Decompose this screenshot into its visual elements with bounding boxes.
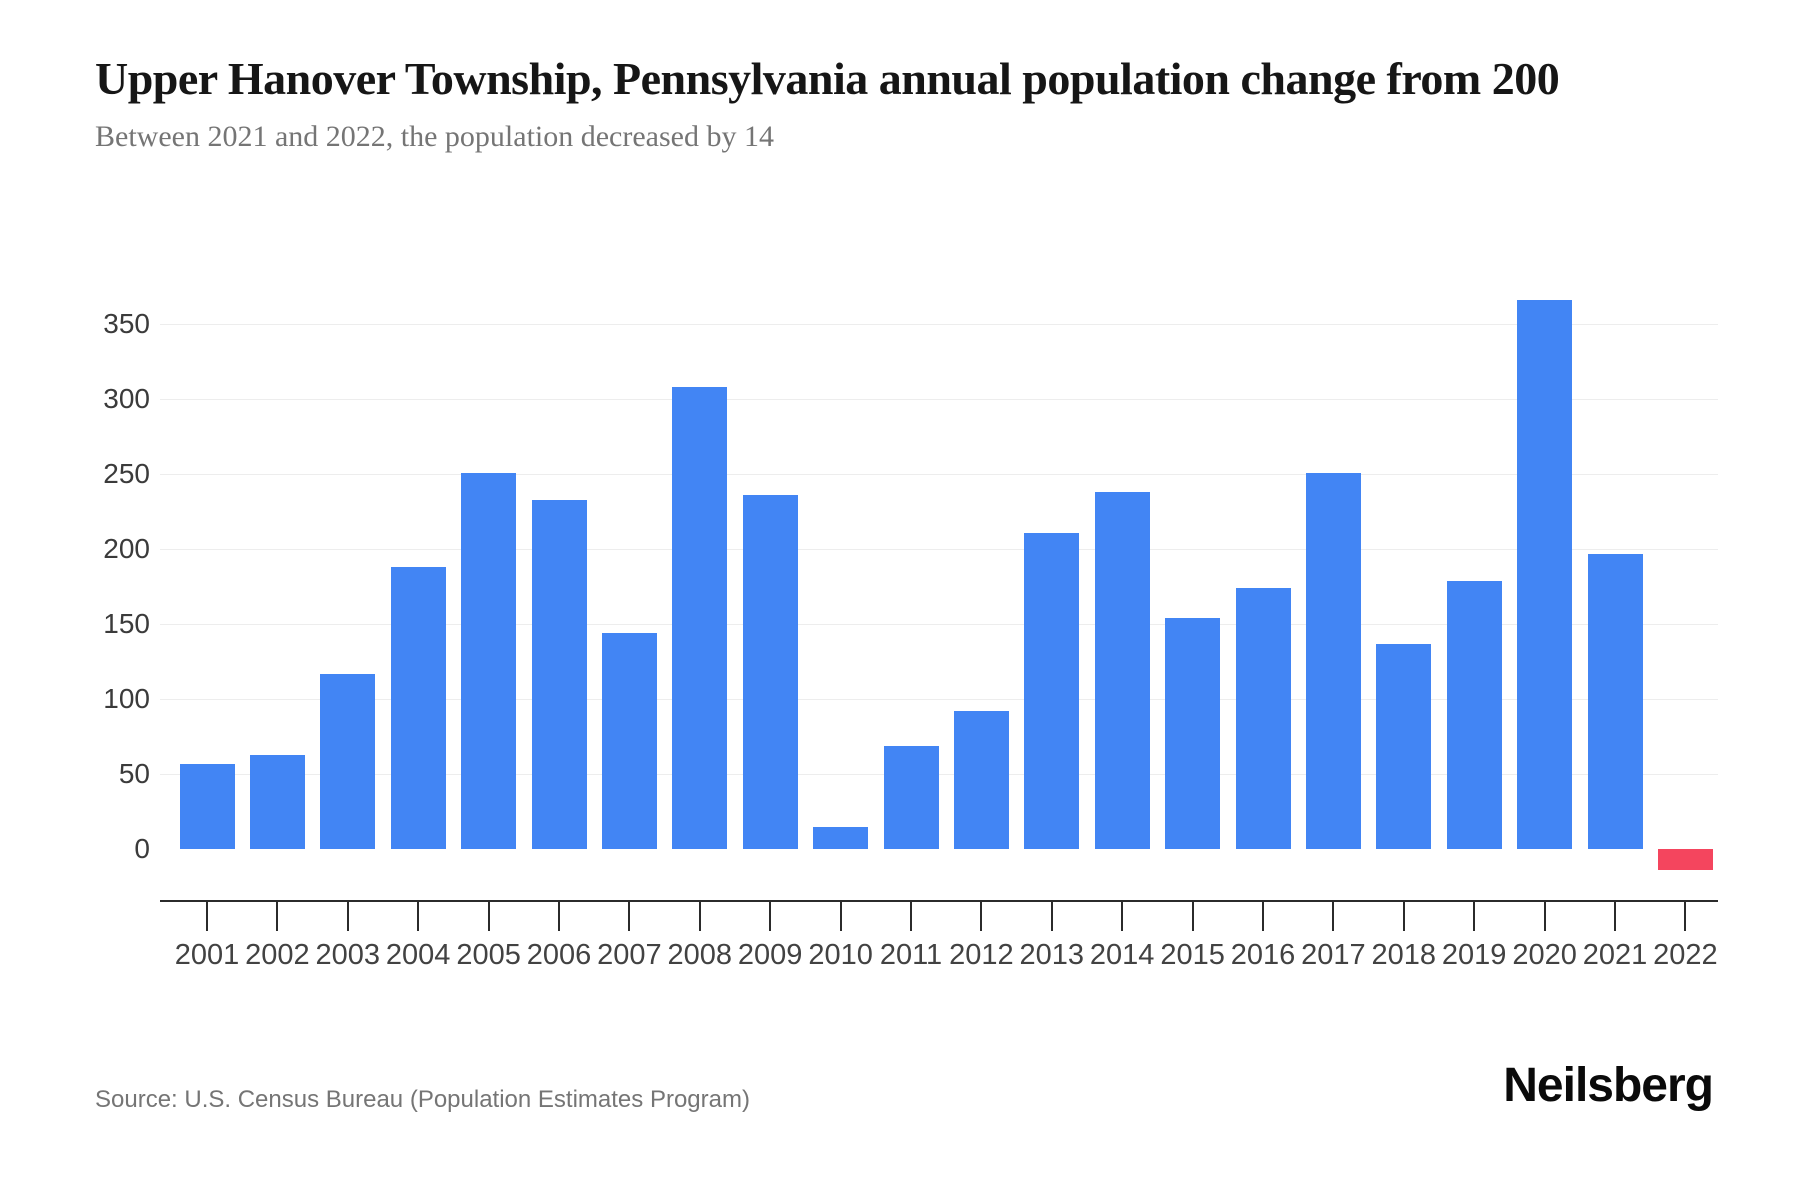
y-axis-label-50: 50: [118, 758, 150, 789]
x-axis-tick-2020: [1543, 900, 1546, 931]
y-axis-label-200: 200: [103, 533, 150, 564]
bar-2003: [320, 673, 376, 849]
x-axis-label-2004: 2004: [385, 939, 451, 971]
x-axis-tick-2015: [1191, 900, 1194, 931]
x-axis-tick-2003: [346, 900, 349, 931]
bar-2014: [1094, 492, 1150, 849]
x-axis-label-2019: 2019: [1441, 939, 1507, 971]
x-axis-tick-2021: [1614, 900, 1616, 931]
x-axis-label-2012: 2012: [949, 939, 1014, 971]
bar-2008: [672, 387, 728, 849]
x-axis-label-2010: 2010: [808, 939, 873, 971]
x-axis-tick-2004: [417, 900, 420, 931]
x-axis-tick-2006: [558, 900, 560, 931]
x-axis-label-2011: 2011: [879, 939, 943, 971]
bar-2001: [179, 763, 235, 849]
x-axis-label-2022: 2022: [1653, 939, 1718, 971]
x-axis-line: [160, 900, 1718, 902]
brand-logo: Neilsberg: [1503, 1059, 1714, 1112]
bar-2022: [1657, 849, 1713, 870]
gridline-100: [160, 699, 1718, 700]
gridline-350: [160, 324, 1718, 325]
bar-2009: [742, 495, 798, 849]
y-axis-label-350: 350: [103, 308, 150, 339]
x-axis-tick-2016: [1262, 900, 1264, 931]
x-axis-label-2006: 2006: [526, 939, 592, 971]
bar-2020: [1517, 300, 1573, 849]
bar-2012: [953, 711, 1009, 849]
x-axis-label-2014: 2014: [1089, 939, 1155, 971]
x-axis-tick-2011: [910, 900, 912, 931]
x-axis-tick-2008: [698, 900, 701, 931]
x-axis-tick-2009: [769, 900, 772, 931]
bar-2021: [1587, 553, 1643, 849]
x-axis-label-2015: 2015: [1160, 939, 1225, 971]
gridline-300: [160, 399, 1718, 400]
x-axis-label-2003: 2003: [315, 939, 381, 971]
x-axis-label-2009: 2009: [737, 939, 803, 971]
y-axis-label-100: 100: [103, 683, 150, 714]
bar-2011: [883, 745, 939, 849]
x-axis-tick-2017: [1332, 900, 1335, 931]
x-axis-tick-2022: [1684, 900, 1687, 931]
x-axis-tick-2005: [487, 900, 490, 931]
x-axis-label-2005: 2005: [456, 939, 521, 971]
bar-2013: [1024, 532, 1080, 849]
bar-2015: [1165, 618, 1221, 849]
y-axis-label-0: 0: [134, 833, 150, 864]
x-axis-tick-2007: [628, 900, 631, 931]
x-axis-label-2013: 2013: [1019, 939, 1085, 971]
x-axis-tick-2002: [276, 900, 279, 931]
y-axis-label-250: 250: [103, 458, 150, 489]
source-note: Source: U.S. Census Bureau (Population E…: [95, 1086, 750, 1113]
y-axis-label-150: 150: [103, 608, 150, 639]
x-axis-tick-2010: [839, 900, 842, 931]
x-axis-label-2016: 2016: [1230, 939, 1296, 971]
chart-title: Upper Hanover Township, Pennsylvania ann…: [95, 53, 1560, 104]
x-axis-label-2001: 2001: [174, 939, 240, 971]
bar-2010: [813, 826, 869, 849]
x-axis-label-2007: 2007: [597, 939, 662, 971]
x-axis-label-2021: 2021: [1582, 939, 1648, 971]
bar-2016: [1235, 588, 1291, 849]
x-axis-tick-2014: [1121, 900, 1124, 931]
bar-2005: [461, 472, 517, 849]
x-axis-tick-2012: [980, 900, 983, 931]
x-axis-label-2002: 2002: [245, 939, 310, 971]
x-axis-tick-2013: [1050, 900, 1053, 931]
chart-subtitle: Between 2021 and 2022, the population de…: [95, 120, 774, 153]
bar-2007: [601, 633, 657, 849]
gridline-200: [160, 549, 1718, 550]
bar-2019: [1446, 580, 1502, 849]
bar-2018: [1376, 643, 1432, 849]
bar-2017: [1305, 472, 1361, 849]
gridline-250: [160, 474, 1718, 475]
gridline-50: [160, 774, 1718, 775]
x-axis-tick-2019: [1473, 900, 1476, 931]
x-axis-label-2017: 2017: [1301, 939, 1366, 971]
x-axis-label-2018: 2018: [1371, 939, 1437, 971]
x-axis-tick-2018: [1402, 900, 1405, 931]
x-axis-tick-2001: [206, 900, 208, 931]
x-axis-label-2020: 2020: [1512, 939, 1577, 971]
y-axis-label-300: 300: [103, 383, 150, 414]
bar-2006: [531, 499, 587, 849]
bar-2002: [249, 754, 305, 849]
gridline-150: [160, 624, 1718, 625]
x-axis-label-2008: 2008: [667, 939, 733, 971]
bar-2004: [390, 567, 446, 849]
